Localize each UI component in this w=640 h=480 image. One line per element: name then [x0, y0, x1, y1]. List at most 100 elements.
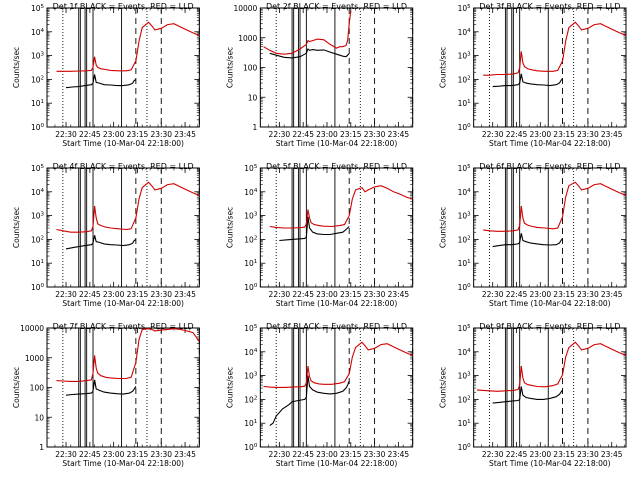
- y-tick-label: 101: [31, 259, 44, 268]
- y-tick-label: 103: [31, 212, 45, 221]
- x-axis-label: Start Time (10-Mar-04 22:18:00): [276, 459, 398, 468]
- x-tick-label: 23:15: [127, 290, 149, 299]
- chart-title: Det 6f BLACK = Events, RED = LLD: [479, 162, 620, 171]
- y-tick-label: 102: [458, 235, 471, 244]
- plot-frame: [473, 7, 627, 128]
- x-tick-label: 23:15: [553, 130, 575, 139]
- series-line-events: [492, 386, 564, 404]
- plot-frame: [473, 167, 627, 288]
- y-tick-label: 104: [244, 348, 258, 357]
- data-layer: [56, 181, 200, 250]
- x-tick-label: 23:30: [364, 290, 386, 299]
- plot-frame: [259, 327, 414, 448]
- y-tick-label: 100: [244, 283, 258, 292]
- x-axis-label: Start Time (10-Mar-04 22:18:00): [489, 459, 611, 468]
- x-tick-label: 23:30: [364, 450, 386, 459]
- y-tick-label: 103: [31, 52, 45, 61]
- y-tick-label: 100: [458, 443, 472, 452]
- x-tick-label: 23:00: [103, 450, 125, 459]
- x-tick-label: 22:30: [482, 450, 504, 459]
- y-tick-label: 103: [458, 212, 472, 221]
- x-tick-label: 23:45: [388, 290, 410, 299]
- x-tick-label: 22:30: [482, 130, 504, 139]
- plot-frame: [473, 327, 627, 448]
- y-tick-label: 105: [244, 324, 258, 333]
- y-axis-label: Counts/sec: [439, 207, 448, 248]
- x-tick-label: 23:45: [601, 290, 623, 299]
- chart-title: Det 1f BLACK = Events, RED = LLD: [53, 2, 194, 11]
- chart-title: Det 3f BLACK = Events, RED = LLD: [479, 2, 620, 11]
- x-tick-label: 23:15: [127, 450, 149, 459]
- x-tick-label: 23:45: [174, 290, 196, 299]
- data-layer: [263, 341, 413, 426]
- series-line-lld: [56, 328, 200, 382]
- series-line-lld: [56, 21, 200, 72]
- chart-panel: Det 9f BLACK = Events, RED = LLD 100 101 10…: [439, 322, 627, 468]
- x-axis-label: Start Time (10-Mar-04 22:18:00): [489, 299, 611, 308]
- series-line-lld: [263, 10, 352, 55]
- y-axis-label: Counts/sec: [12, 207, 21, 248]
- x-tick-label: 22:45: [292, 290, 314, 299]
- x-tick-label: 23:45: [174, 130, 196, 139]
- data-layer: [476, 341, 626, 404]
- y-axis-label: Counts/sec: [225, 367, 234, 408]
- y-tick-label: 100: [31, 123, 45, 132]
- y-tick-label: 103: [458, 52, 472, 61]
- y-axis-label: Counts/sec: [225, 207, 234, 248]
- y-tick-label: 101: [458, 419, 471, 428]
- x-tick-label: 23:00: [316, 130, 338, 139]
- series-line-lld: [483, 181, 626, 232]
- y-tick-label: 100: [244, 443, 258, 452]
- y-axis-label: Counts/sec: [439, 47, 448, 88]
- data-layer: [56, 328, 200, 396]
- plot-frame: [46, 167, 200, 288]
- y-tick-label: 101: [458, 259, 471, 268]
- x-tick-label: 22:30: [482, 290, 504, 299]
- y-tick-label: 1: [253, 123, 258, 132]
- y-tick-label: 100: [30, 384, 45, 393]
- x-tick-label: 23:45: [388, 130, 410, 139]
- chart-panel: Det 2f BLACK = Events, RED = LLD 1 10 100 10…: [225, 2, 414, 148]
- series-line-events: [269, 48, 350, 59]
- y-tick-label: 100: [31, 283, 45, 292]
- x-axis-label: Start Time (10-Mar-04 22:18:00): [62, 139, 184, 148]
- chart-panel: Det 6f BLACK = Events, RED = LLD 100 101 10…: [439, 162, 627, 308]
- x-tick-label: 23:30: [150, 450, 172, 459]
- y-axis-label: Counts/sec: [12, 47, 21, 88]
- data-layer: [56, 21, 200, 89]
- y-tick-label: 105: [31, 4, 45, 13]
- y-tick-label: 100: [458, 283, 472, 292]
- data-layer: [483, 21, 626, 88]
- y-tick-label: 10000: [233, 4, 257, 13]
- x-tick-label: 23:00: [316, 450, 338, 459]
- y-tick-label: 102: [31, 75, 44, 84]
- x-tick-label: 23:30: [150, 290, 172, 299]
- y-tick-label: 102: [244, 395, 257, 404]
- y-axis-label: Counts/sec: [12, 367, 21, 408]
- x-tick-label: 23:45: [601, 130, 623, 139]
- x-tick-label: 23:15: [340, 290, 362, 299]
- x-tick-label: 23:30: [577, 130, 599, 139]
- chart-panel: Det 7f BLACK = Events, RED = LLD 1 10 100 10…: [12, 322, 200, 468]
- data-layer: [483, 181, 626, 248]
- series-line-events: [492, 233, 564, 248]
- x-axis-label: Start Time (10-Mar-04 22:18:00): [276, 139, 398, 148]
- x-tick-label: 23:15: [340, 450, 362, 459]
- x-tick-label: 23:30: [364, 130, 386, 139]
- x-tick-label: 23:45: [174, 450, 196, 459]
- series-line-lld: [56, 181, 200, 233]
- x-tick-label: 23:45: [601, 450, 623, 459]
- x-tick-label: 22:30: [55, 290, 77, 299]
- chart-panel: Det 8f BLACK = Events, RED = LLD 100 101 10…: [225, 322, 414, 468]
- y-tick-label: 105: [31, 164, 45, 173]
- y-tick-label: 102: [31, 235, 44, 244]
- y-tick-label: 101: [244, 419, 257, 428]
- y-axis-label: Counts/sec: [439, 367, 448, 408]
- x-tick-label: 22:30: [55, 130, 77, 139]
- data-layer: [263, 10, 352, 59]
- x-tick-label: 23:45: [388, 450, 410, 459]
- x-tick-label: 22:30: [55, 450, 77, 459]
- y-tick-label: 104: [244, 188, 258, 197]
- chart-title: Det 2f BLACK = Events, RED = LLD: [266, 2, 407, 11]
